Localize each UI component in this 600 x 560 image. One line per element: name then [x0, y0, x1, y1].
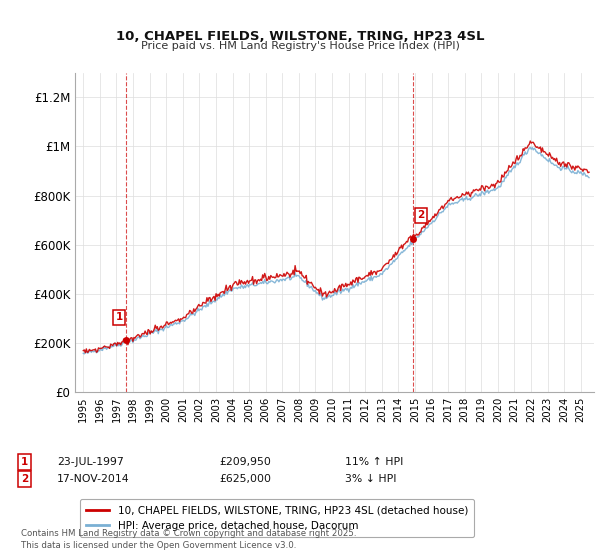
- Text: 1: 1: [115, 312, 122, 322]
- Text: £209,950: £209,950: [219, 457, 271, 467]
- Text: 1: 1: [21, 457, 28, 467]
- Text: 2: 2: [418, 210, 425, 220]
- Text: £625,000: £625,000: [219, 474, 271, 484]
- Text: 17-NOV-2014: 17-NOV-2014: [57, 474, 130, 484]
- Text: 11% ↑ HPI: 11% ↑ HPI: [345, 457, 403, 467]
- Text: 23-JUL-1997: 23-JUL-1997: [57, 457, 124, 467]
- Text: 3% ↓ HPI: 3% ↓ HPI: [345, 474, 397, 484]
- Legend: 10, CHAPEL FIELDS, WILSTONE, TRING, HP23 4SL (detached house), HPI: Average pric: 10, CHAPEL FIELDS, WILSTONE, TRING, HP23…: [80, 499, 475, 537]
- Text: 10, CHAPEL FIELDS, WILSTONE, TRING, HP23 4SL: 10, CHAPEL FIELDS, WILSTONE, TRING, HP23…: [116, 30, 484, 43]
- Text: 2: 2: [21, 474, 28, 484]
- Text: Price paid vs. HM Land Registry's House Price Index (HPI): Price paid vs. HM Land Registry's House …: [140, 41, 460, 51]
- Text: Contains HM Land Registry data © Crown copyright and database right 2025.
This d: Contains HM Land Registry data © Crown c…: [21, 529, 356, 550]
